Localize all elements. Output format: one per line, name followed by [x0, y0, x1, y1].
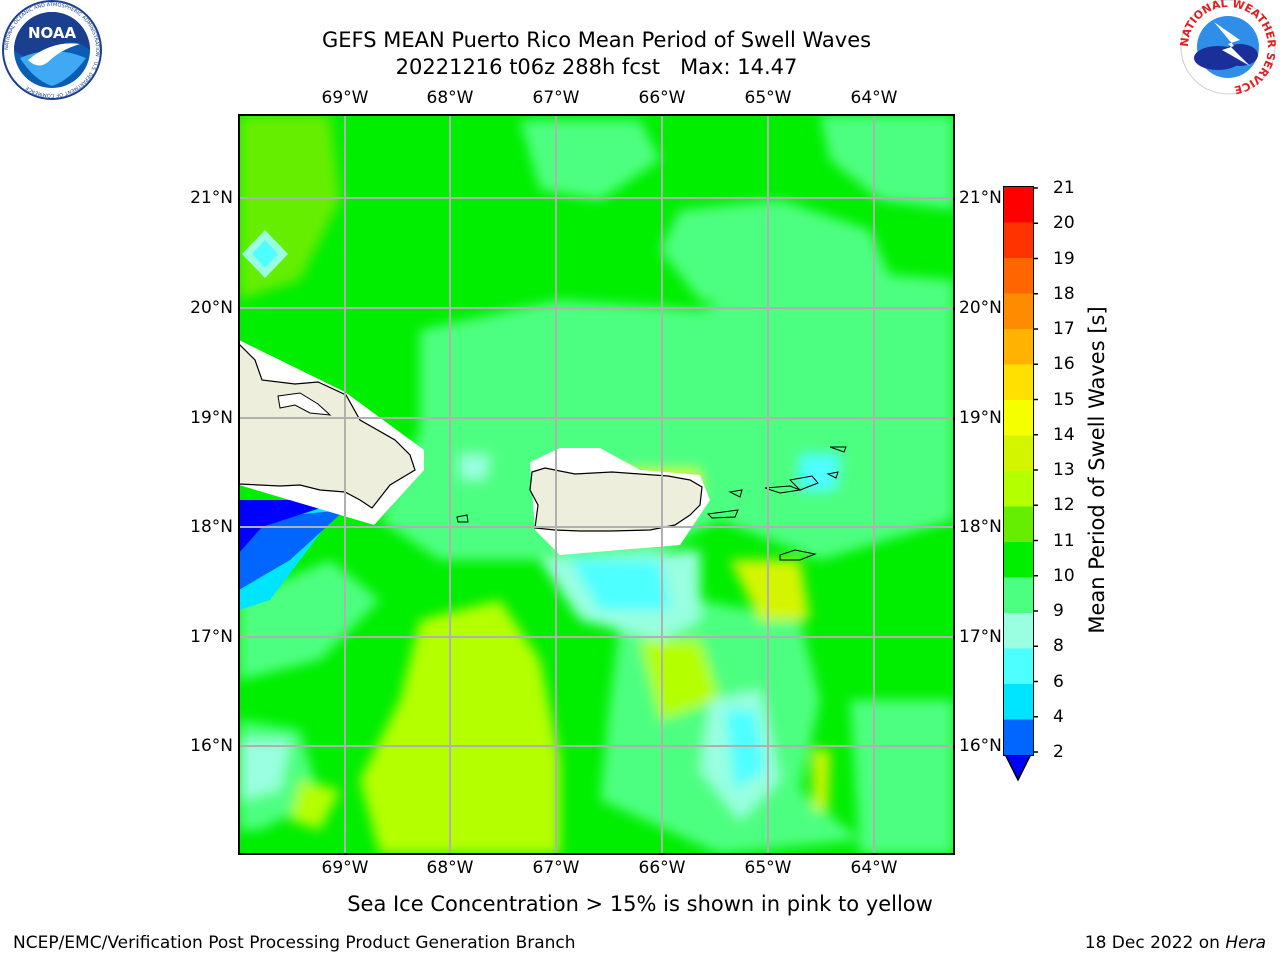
map-subtitle: 20221216 t06z 288h fcst Max: 14.47: [395, 55, 798, 79]
colorbar-tick-label: 10: [1053, 565, 1075, 586]
lat-tick-right-21n: 21°N: [959, 188, 1002, 208]
map-frame: [238, 114, 955, 855]
lat-tick-left-21n: 21°N: [190, 188, 233, 208]
colorbar-tick-label: 14: [1053, 424, 1075, 445]
lon-tick-bottom-69w: 69°W: [321, 858, 369, 878]
lat-tick-left-16n: 16°N: [190, 736, 233, 756]
nws-logo: NATIONAL WEATHER SERVICE: [1178, 0, 1278, 96]
colorbar-label: Mean Period of Swell Waves [s]: [1085, 306, 1109, 634]
footer-host: Hera: [1225, 933, 1266, 953]
lat-tick-right-18n: 18°N: [959, 517, 1002, 537]
lon-tick-top-68w: 68°W: [426, 88, 474, 108]
colorbar-tick-label: 13: [1053, 460, 1075, 480]
colorbar-tick-label: 8: [1053, 636, 1064, 657]
lon-tick-bottom-67w: 67°W: [532, 858, 580, 878]
colorbar-tick-label: 16: [1053, 354, 1075, 375]
colorbar-tick-label: 21: [1053, 178, 1075, 198]
noaa-logo: NOAA NATIONAL OCEANIC AND ATMOSPHERIC AD…: [2, 0, 102, 100]
colorbar-tick-label: 11: [1053, 530, 1075, 551]
colorbar-tick-label: 20: [1053, 213, 1075, 234]
lat-tick-right-20n: 20°N: [959, 298, 1002, 318]
colorbar-tick-label: 6: [1053, 671, 1064, 692]
lon-tick-bottom-65w: 65°W: [744, 858, 792, 878]
lat-tick-right-19n: 19°N: [959, 408, 1002, 428]
lon-tick-top-66w: 66°W: [638, 88, 686, 108]
lat-tick-right-16n: 16°N: [959, 736, 1002, 756]
lon-tick-top-67w: 67°W: [532, 88, 580, 108]
map-title: GEFS MEAN Puerto Rico Mean Period of Swe…: [321, 28, 872, 52]
sea-ice-note: Sea Ice Concentration > 15% is shown in …: [347, 892, 933, 916]
swell-period-field: [239, 115, 954, 854]
lat-tick-left-17n: 17°N: [190, 627, 233, 647]
colorbar-tick-label: 15: [1053, 389, 1075, 410]
lat-tick-left-19n: 19°N: [190, 408, 233, 428]
colorbar-tick-label: 17: [1053, 319, 1075, 339]
map-gridlines: [239, 115, 954, 854]
footer-branch: NCEP/EMC/Verification Post Processing Pr…: [13, 933, 576, 953]
lon-tick-top-65w: 65°W: [744, 88, 792, 108]
lat-tick-left-18n: 18°N: [190, 517, 233, 537]
lon-tick-top-64w: 64°W: [850, 88, 898, 108]
svg-text:NOAA: NOAA: [28, 24, 77, 42]
colorbar-tick-label: 12: [1053, 495, 1075, 516]
footer-date-text: 18 Dec 2022 on: [1084, 933, 1226, 953]
colorbar-tick-label: 4: [1053, 706, 1064, 727]
lat-tick-left-20n: 20°N: [190, 298, 233, 318]
lon-tick-bottom-66w: 66°W: [638, 858, 686, 878]
colorbar-tick-label: 2: [1053, 742, 1064, 762]
lon-tick-bottom-64w: 64°W: [850, 858, 898, 878]
land-hispaniola: [239, 343, 416, 509]
lat-tick-right-17n: 17°N: [959, 627, 1002, 647]
lon-tick-top-69w: 69°W: [321, 88, 369, 108]
colorbar-tick-label: 19: [1053, 248, 1075, 269]
colorbar-tick-label: 9: [1053, 601, 1064, 621]
colorbar-cover: [1003, 186, 1034, 756]
footer-date: 18 Dec 2022 on Hera: [1085, 932, 1266, 954]
lon-tick-bottom-68w: 68°W: [426, 858, 474, 878]
colorbar-tick-label: 18: [1053, 283, 1075, 304]
